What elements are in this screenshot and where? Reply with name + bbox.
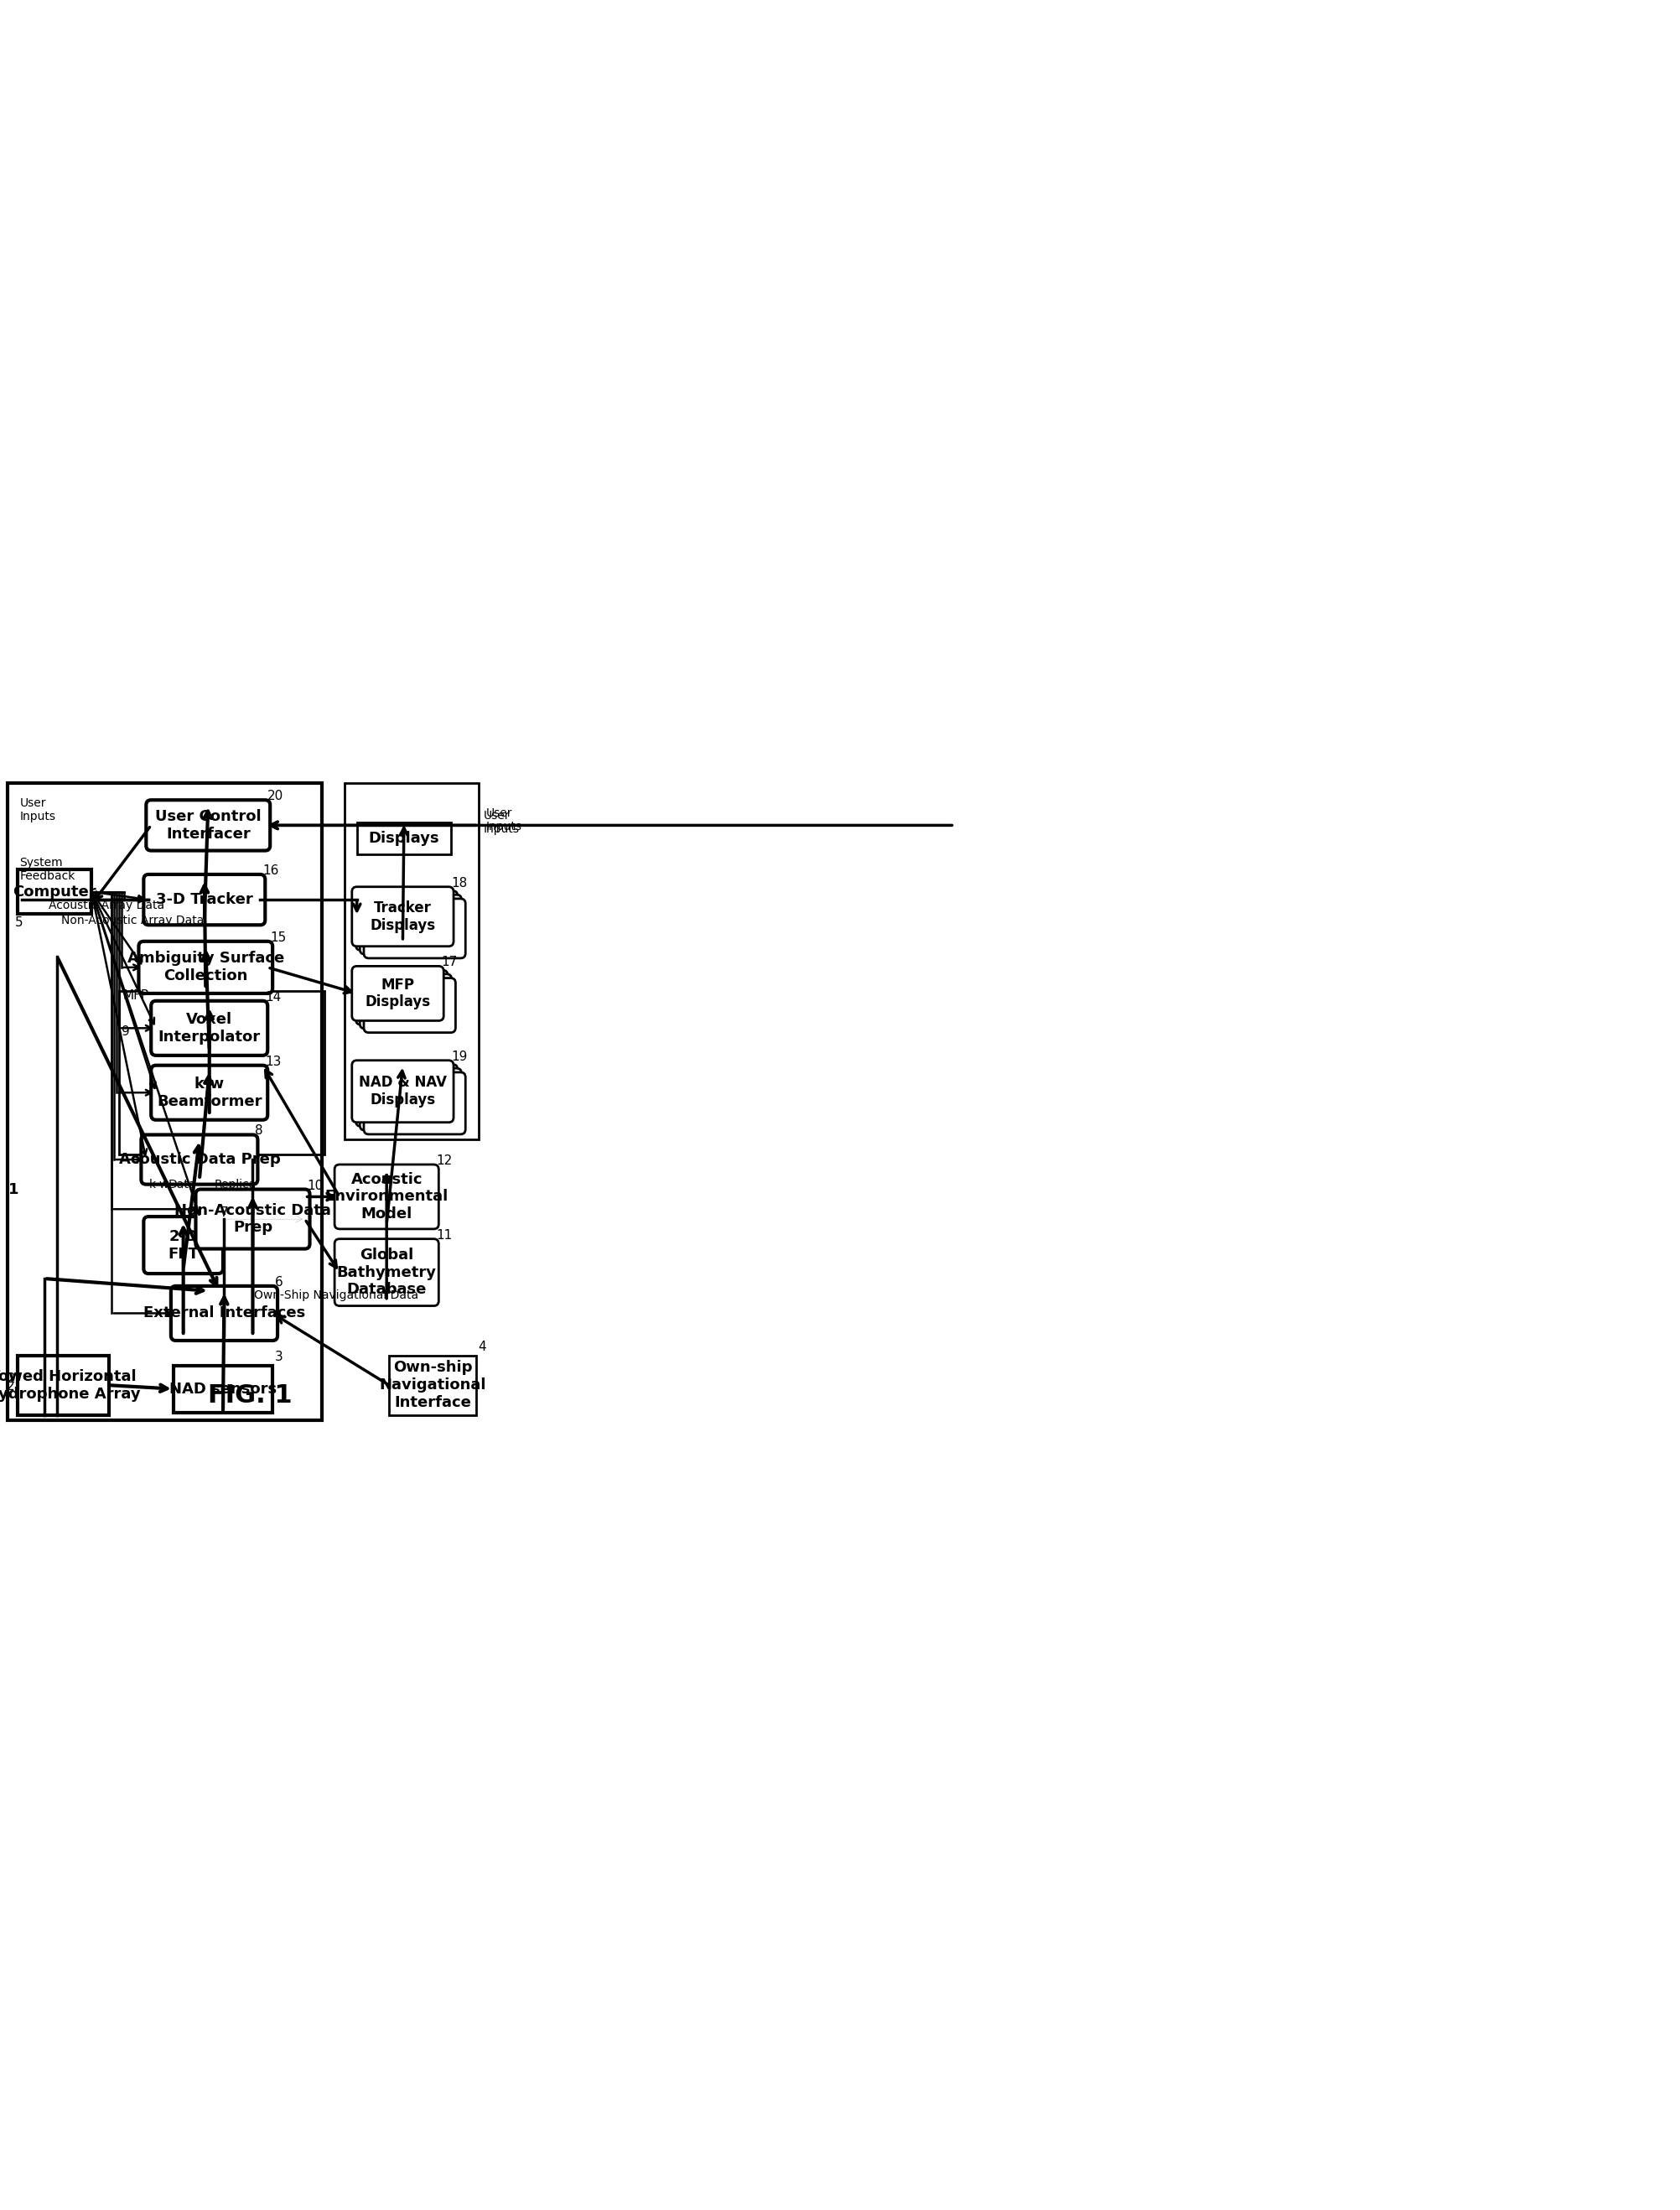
Text: 6: 6 xyxy=(276,1275,284,1288)
Text: User
Inputs: User Inputs xyxy=(20,798,55,822)
FancyBboxPatch shape xyxy=(17,1355,109,1414)
Text: System
Feedback: System Feedback xyxy=(20,857,76,882)
FancyBboxPatch shape xyxy=(365,899,465,959)
Text: k-w
Beamformer: k-w Beamformer xyxy=(156,1076,262,1109)
FancyBboxPatch shape xyxy=(356,970,447,1025)
Text: Displays: Displays xyxy=(368,831,440,846)
FancyBboxPatch shape xyxy=(17,869,92,915)
Text: NAD sensors: NAD sensors xyxy=(170,1381,277,1397)
Text: 2: 2 xyxy=(7,1379,15,1392)
Text: 12: 12 xyxy=(437,1154,452,1167)
FancyBboxPatch shape xyxy=(365,1072,465,1134)
Text: Ambiguity Surface
Collection: Ambiguity Surface Collection xyxy=(128,950,284,983)
Bar xyxy=(119,990,324,1154)
FancyBboxPatch shape xyxy=(360,1067,462,1129)
Text: Own-ship
Navigational
Interface: Own-ship Navigational Interface xyxy=(380,1359,486,1410)
FancyBboxPatch shape xyxy=(351,966,444,1021)
FancyBboxPatch shape xyxy=(356,822,452,855)
Text: 3: 3 xyxy=(276,1350,284,1364)
Text: Data: Data xyxy=(168,1180,197,1191)
FancyBboxPatch shape xyxy=(195,1189,309,1249)
Text: 16: 16 xyxy=(262,864,279,877)
Text: Acoustic Array Data: Acoustic Array Data xyxy=(49,899,165,913)
Text: 14: 14 xyxy=(265,990,281,1003)
Text: 19: 19 xyxy=(452,1050,467,1063)
FancyBboxPatch shape xyxy=(141,1134,257,1185)
Text: FIG. 1: FIG. 1 xyxy=(208,1383,292,1408)
Text: 2-D
FFT: 2-D FFT xyxy=(168,1229,198,1262)
FancyBboxPatch shape xyxy=(390,1355,475,1414)
FancyBboxPatch shape xyxy=(334,1165,438,1229)
Text: 13: 13 xyxy=(265,1054,281,1067)
Text: Voxel
Interpolator: Voxel Interpolator xyxy=(158,1012,260,1045)
FancyBboxPatch shape xyxy=(146,800,270,851)
FancyBboxPatch shape xyxy=(356,891,457,950)
FancyBboxPatch shape xyxy=(351,886,454,946)
Text: 18: 18 xyxy=(452,877,467,888)
Text: 20: 20 xyxy=(267,789,284,802)
Text: k-w: k-w xyxy=(148,1180,170,1191)
FancyBboxPatch shape xyxy=(144,1216,223,1273)
FancyBboxPatch shape xyxy=(144,875,265,926)
Text: 11: 11 xyxy=(437,1229,452,1242)
Text: Global
Bathymetry
Database: Global Bathymetry Database xyxy=(336,1246,437,1297)
FancyBboxPatch shape xyxy=(356,1065,457,1127)
Bar xyxy=(344,782,479,1140)
Text: User
Inputs: User Inputs xyxy=(486,807,522,833)
FancyBboxPatch shape xyxy=(365,979,455,1032)
Text: 17: 17 xyxy=(442,957,457,968)
FancyBboxPatch shape xyxy=(151,1001,267,1056)
Text: Non-Acoustic Data
Prep: Non-Acoustic Data Prep xyxy=(175,1202,331,1235)
Text: 5: 5 xyxy=(15,917,24,928)
Text: MFP
Displays: MFP Displays xyxy=(365,977,430,1010)
FancyBboxPatch shape xyxy=(139,941,272,994)
Text: Non-Acoustic Array Data: Non-Acoustic Array Data xyxy=(60,915,203,926)
Text: Tracker
Displays: Tracker Displays xyxy=(370,899,435,933)
Text: Own-Ship Navigational Data: Own-Ship Navigational Data xyxy=(254,1288,418,1302)
Text: Replica: Replica xyxy=(215,1180,257,1191)
Text: Acoustic
Environmental
Model: Acoustic Environmental Model xyxy=(324,1171,449,1222)
Text: User
Inputs: User Inputs xyxy=(484,809,519,835)
FancyBboxPatch shape xyxy=(360,895,462,955)
Text: 3-D Tracker: 3-D Tracker xyxy=(156,893,254,908)
FancyBboxPatch shape xyxy=(351,1061,454,1123)
Text: MFP: MFP xyxy=(123,990,150,1001)
Text: 8: 8 xyxy=(255,1125,264,1138)
Text: 9: 9 xyxy=(121,1025,129,1039)
FancyBboxPatch shape xyxy=(334,1240,438,1306)
Text: User Control
Interfacer: User Control Interfacer xyxy=(155,809,260,842)
Text: External Interfaces: External Interfaces xyxy=(143,1306,306,1322)
Text: Computer: Computer xyxy=(13,884,96,899)
Text: 1: 1 xyxy=(8,1182,18,1198)
Text: Towed Horizontal
Hydrophone Array: Towed Horizontal Hydrophone Array xyxy=(0,1368,141,1401)
FancyBboxPatch shape xyxy=(151,1065,267,1120)
Text: 2: 2 xyxy=(7,1372,15,1386)
Text: 15: 15 xyxy=(270,930,286,944)
Text: Acoustic Data Prep: Acoustic Data Prep xyxy=(119,1151,281,1167)
FancyBboxPatch shape xyxy=(173,1366,272,1412)
FancyBboxPatch shape xyxy=(360,975,452,1028)
FancyBboxPatch shape xyxy=(171,1286,277,1341)
Text: 10: 10 xyxy=(307,1180,324,1191)
Text: 7: 7 xyxy=(220,1207,228,1220)
Text: 4: 4 xyxy=(479,1341,487,1353)
Text: NAD & NAV
Displays: NAD & NAV Displays xyxy=(360,1074,447,1107)
Bar xyxy=(7,782,323,1419)
